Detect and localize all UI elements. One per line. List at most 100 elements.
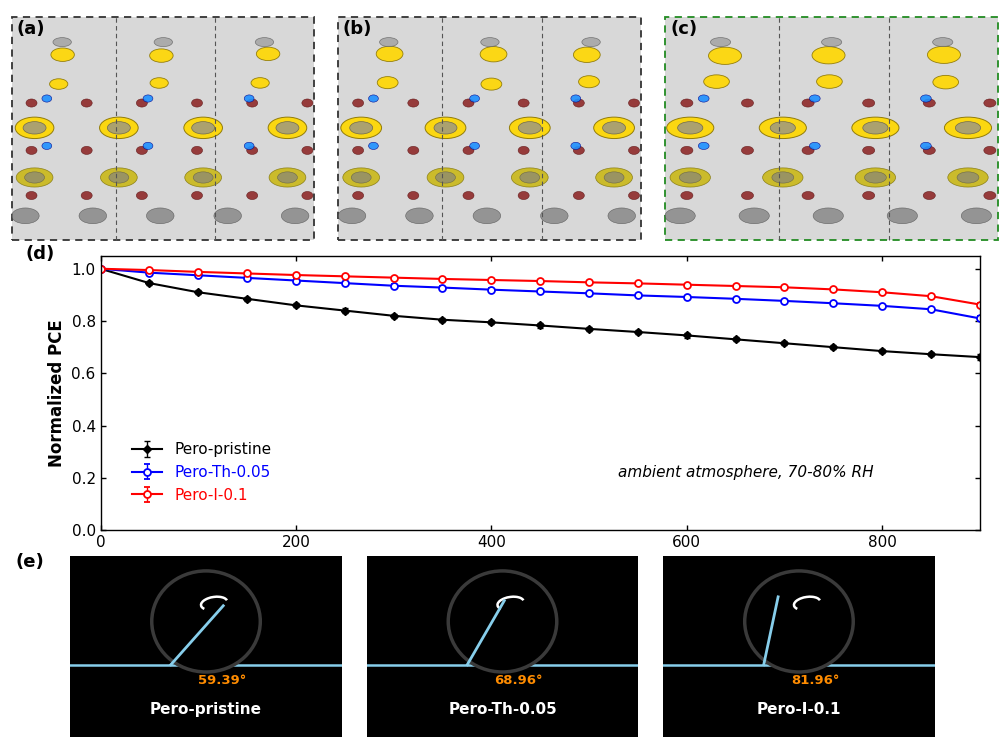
Circle shape	[680, 99, 692, 107]
Circle shape	[924, 192, 936, 199]
Ellipse shape	[812, 47, 845, 64]
Circle shape	[244, 95, 254, 102]
Ellipse shape	[276, 122, 298, 134]
Ellipse shape	[351, 172, 371, 183]
Ellipse shape	[574, 47, 600, 62]
Ellipse shape	[596, 168, 632, 187]
Ellipse shape	[339, 208, 366, 223]
Circle shape	[469, 142, 479, 150]
Circle shape	[302, 99, 313, 107]
Ellipse shape	[193, 172, 213, 183]
Circle shape	[742, 147, 754, 154]
Circle shape	[353, 192, 364, 199]
Circle shape	[984, 99, 996, 107]
Text: Pero-I-0.1: Pero-I-0.1	[757, 702, 841, 717]
Text: ambient atmosphere, 70-80% RH: ambient atmosphere, 70-80% RH	[617, 465, 873, 480]
Circle shape	[924, 147, 936, 154]
Ellipse shape	[343, 168, 380, 187]
Ellipse shape	[520, 172, 540, 183]
Circle shape	[26, 99, 37, 107]
Circle shape	[463, 192, 474, 199]
Circle shape	[26, 147, 37, 154]
Ellipse shape	[150, 49, 173, 62]
Ellipse shape	[594, 117, 634, 138]
Ellipse shape	[16, 168, 53, 187]
Circle shape	[571, 95, 581, 102]
Ellipse shape	[51, 48, 74, 62]
Circle shape	[519, 147, 530, 154]
Ellipse shape	[184, 117, 222, 138]
Ellipse shape	[480, 38, 499, 47]
Circle shape	[143, 142, 153, 150]
Circle shape	[137, 99, 148, 107]
Ellipse shape	[770, 122, 795, 134]
Ellipse shape	[24, 172, 44, 183]
Ellipse shape	[100, 168, 138, 187]
Ellipse shape	[739, 208, 770, 223]
Circle shape	[573, 147, 584, 154]
Ellipse shape	[251, 77, 269, 88]
Ellipse shape	[79, 208, 107, 223]
Ellipse shape	[512, 168, 548, 187]
Circle shape	[984, 192, 996, 199]
Ellipse shape	[817, 74, 842, 88]
Circle shape	[802, 147, 814, 154]
Ellipse shape	[49, 79, 67, 89]
Ellipse shape	[957, 172, 979, 183]
Ellipse shape	[813, 208, 843, 223]
Text: 59.39°: 59.39°	[198, 674, 246, 687]
Circle shape	[984, 147, 996, 154]
Ellipse shape	[604, 172, 624, 183]
Circle shape	[81, 99, 92, 107]
Ellipse shape	[376, 46, 403, 62]
Circle shape	[921, 95, 932, 102]
Circle shape	[802, 99, 814, 107]
Circle shape	[369, 95, 378, 102]
Circle shape	[463, 147, 474, 154]
Circle shape	[369, 142, 378, 150]
FancyBboxPatch shape	[339, 17, 641, 239]
Ellipse shape	[281, 208, 309, 223]
Ellipse shape	[704, 75, 730, 89]
Ellipse shape	[862, 122, 888, 134]
Y-axis label: Normalized PCE: Normalized PCE	[48, 319, 66, 467]
Circle shape	[246, 99, 257, 107]
Ellipse shape	[380, 38, 398, 47]
Ellipse shape	[603, 122, 625, 134]
Ellipse shape	[666, 117, 714, 138]
Circle shape	[192, 192, 203, 199]
Circle shape	[809, 142, 820, 150]
FancyBboxPatch shape	[665, 17, 998, 239]
Ellipse shape	[12, 208, 39, 223]
Circle shape	[698, 95, 710, 102]
Circle shape	[246, 192, 257, 199]
Ellipse shape	[679, 172, 701, 183]
Ellipse shape	[214, 208, 241, 223]
Ellipse shape	[268, 117, 307, 138]
Circle shape	[742, 99, 754, 107]
Ellipse shape	[711, 38, 731, 47]
Circle shape	[143, 95, 153, 102]
Ellipse shape	[855, 168, 895, 187]
Ellipse shape	[510, 117, 550, 138]
Text: Pero-pristine: Pero-pristine	[150, 702, 262, 717]
Ellipse shape	[185, 168, 221, 187]
Circle shape	[698, 142, 710, 150]
Ellipse shape	[821, 38, 842, 47]
Circle shape	[519, 192, 530, 199]
Ellipse shape	[108, 122, 131, 134]
Circle shape	[921, 142, 932, 150]
Text: (c): (c)	[670, 20, 697, 38]
Ellipse shape	[192, 122, 215, 134]
Ellipse shape	[109, 172, 129, 183]
Ellipse shape	[759, 117, 806, 138]
Ellipse shape	[948, 168, 988, 187]
Ellipse shape	[852, 117, 899, 138]
Text: (b): (b)	[343, 20, 372, 38]
Circle shape	[463, 99, 474, 107]
Ellipse shape	[277, 172, 297, 183]
Ellipse shape	[709, 47, 742, 65]
Ellipse shape	[435, 172, 455, 183]
Text: 81.96°: 81.96°	[791, 674, 839, 687]
Ellipse shape	[677, 122, 702, 134]
